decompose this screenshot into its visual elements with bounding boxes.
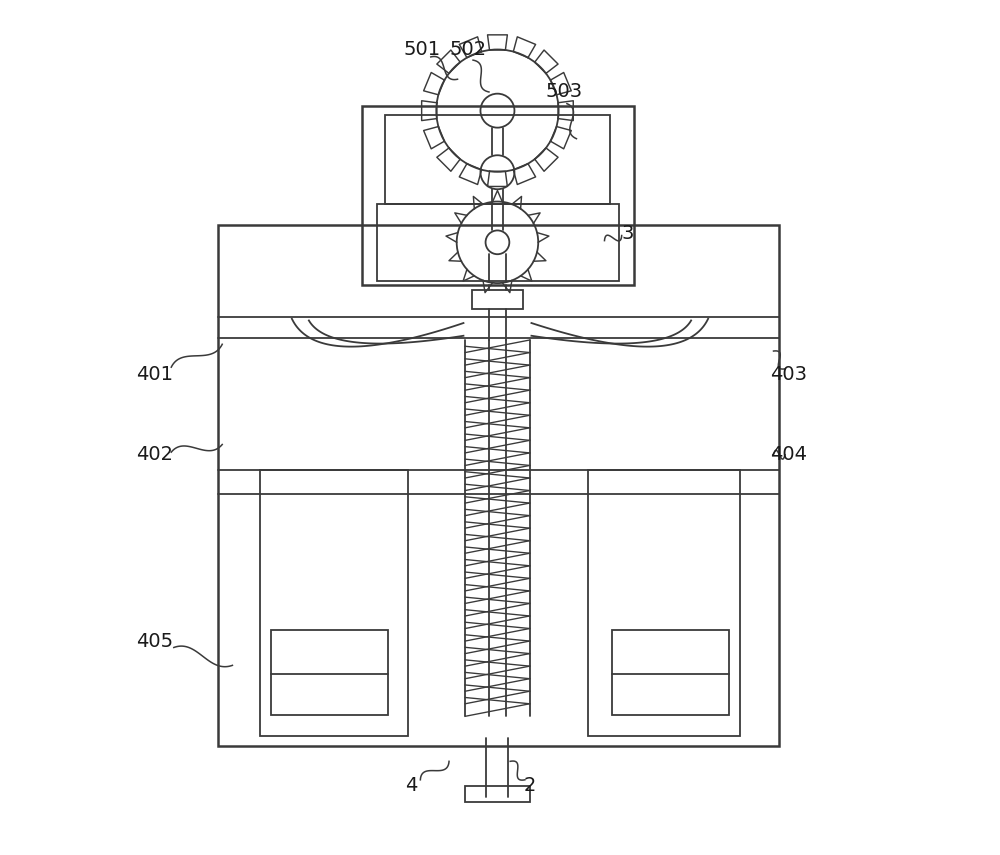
Text: 402: 402 <box>136 445 173 464</box>
Text: 502: 502 <box>449 40 486 59</box>
Text: 403: 403 <box>770 365 807 385</box>
Bar <box>218 226 779 746</box>
Text: 503: 503 <box>545 82 582 102</box>
Text: 4: 4 <box>405 776 417 795</box>
Text: 404: 404 <box>770 445 807 464</box>
Bar <box>385 115 610 204</box>
Bar <box>271 629 388 715</box>
Text: 401: 401 <box>136 365 173 385</box>
Text: 3: 3 <box>621 224 634 244</box>
Bar <box>362 106 634 285</box>
Bar <box>612 629 729 715</box>
Text: 405: 405 <box>136 632 173 651</box>
Bar <box>588 470 740 736</box>
Bar <box>377 204 619 280</box>
Bar <box>465 787 530 802</box>
Text: 2: 2 <box>524 776 536 795</box>
Bar <box>472 290 523 309</box>
Bar <box>260 470 408 736</box>
Text: 501: 501 <box>403 40 440 59</box>
